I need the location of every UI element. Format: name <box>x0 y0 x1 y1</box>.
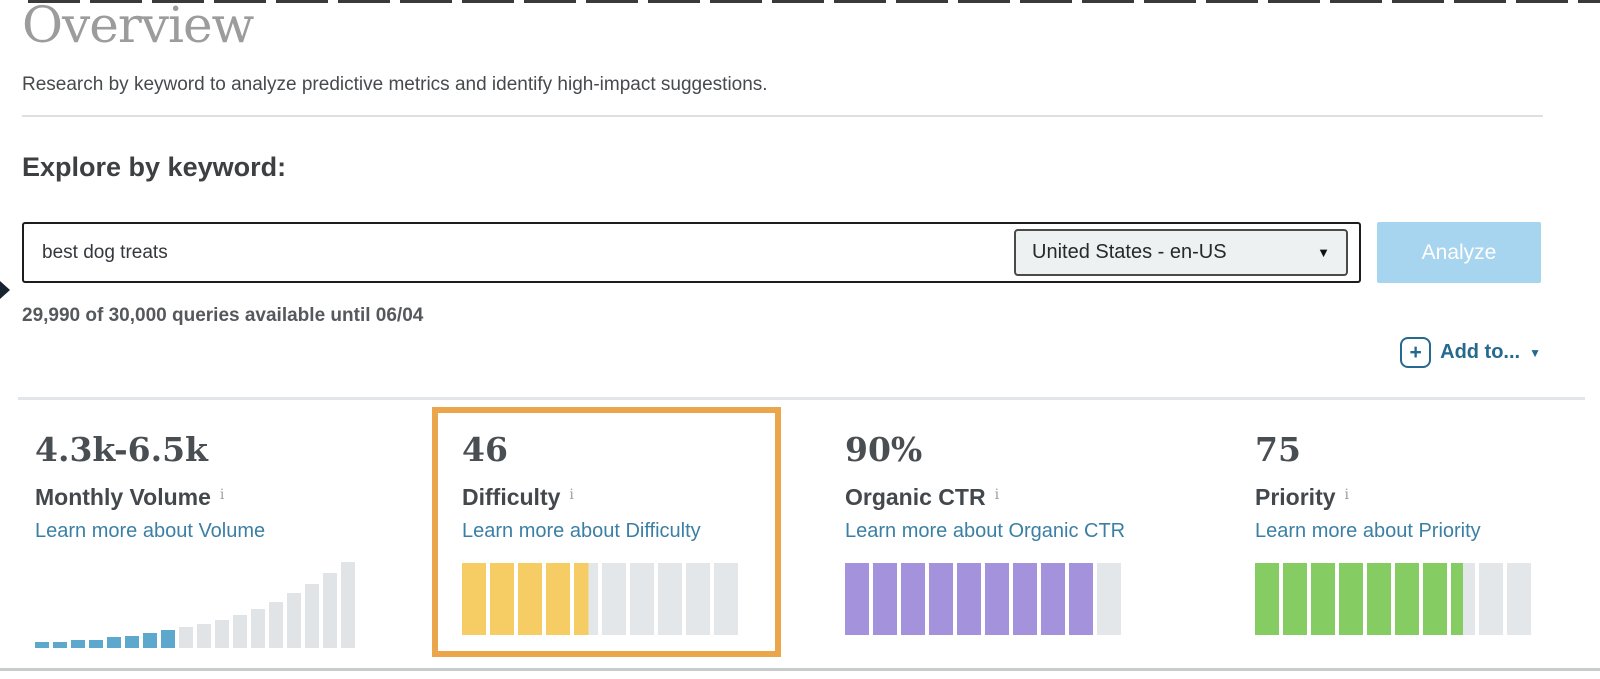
metric-card-organic-ctr: 90% Organic CTR i Learn more about Organi… <box>845 430 1190 655</box>
volume-chart-bar <box>215 620 229 648</box>
volume-chart-bar <box>269 602 283 648</box>
volume-chart-bar <box>89 640 103 648</box>
metric-label: Priority <box>1255 484 1336 510</box>
metric-label: Difficulty <box>462 484 561 510</box>
add-to-label: Add to... <box>1440 341 1521 363</box>
chevron-down-icon: ▼ <box>1529 345 1541 360</box>
meter-segment <box>901 563 925 635</box>
learn-more-link[interactable]: Learn more about Priority <box>1255 520 1481 542</box>
locale-dropdown[interactable]: United States - en-US ▼ <box>1014 229 1348 276</box>
add-to-button[interactable]: + Add to... ▼ <box>1400 337 1541 368</box>
volume-chart-bar <box>161 630 175 648</box>
volume-chart-bar <box>251 609 265 648</box>
cursor-arrow-icon <box>0 281 10 299</box>
volume-chart-bar <box>305 584 319 648</box>
keyword-input[interactable] <box>24 224 1004 281</box>
page-title: Overview <box>22 0 254 54</box>
metric-value: 90% <box>845 430 923 469</box>
metric-value: 46 <box>462 430 508 469</box>
volume-chart-bar <box>179 627 193 648</box>
volume-chart-bar <box>287 593 301 648</box>
meter-segment <box>1041 563 1065 635</box>
metric-card-priority: 75 Priority i Learn more about Priority <box>1255 430 1545 655</box>
volume-chart-bar <box>233 615 247 648</box>
volume-chart-bar <box>125 636 139 648</box>
volume-mini-chart <box>35 548 359 648</box>
meter-segment <box>490 563 514 635</box>
metric-label: Monthly Volume <box>35 484 211 510</box>
explore-by-keyword-heading: Explore by keyword: <box>22 152 287 182</box>
volume-chart-bar <box>53 642 67 648</box>
meter-segment <box>1283 563 1307 635</box>
divider <box>0 668 1600 671</box>
difficulty-highlight-box: 46 Difficulty i Learn more about Difficul… <box>432 407 781 657</box>
meter-segment <box>574 563 598 635</box>
meter-segment <box>518 563 542 635</box>
meter-segment <box>845 563 869 635</box>
volume-chart-bar <box>197 624 211 648</box>
metric-card-monthly-volume: 4.3k-6.5k Monthly Volume i Learn more abo… <box>35 430 365 655</box>
learn-more-link[interactable]: Learn more about Organic CTR <box>845 520 1126 542</box>
analyze-button[interactable]: Analyze <box>1377 222 1541 283</box>
volume-chart-bar <box>107 637 121 648</box>
difficulty-meter <box>462 563 738 635</box>
meter-segment <box>1451 563 1475 635</box>
meter-segment <box>602 563 626 635</box>
page-subtitle: Research by keyword to analyze predictiv… <box>22 74 768 95</box>
volume-chart-bar <box>143 633 157 648</box>
volume-chart-bar <box>71 640 85 648</box>
meter-segment <box>1507 563 1531 635</box>
meter-segment <box>1395 563 1419 635</box>
meter-segment <box>929 563 953 635</box>
volume-chart-bar <box>323 573 337 648</box>
meter-segment <box>985 563 1009 635</box>
learn-more-link[interactable]: Learn more about Volume <box>35 520 266 542</box>
meter-segment <box>1013 563 1037 635</box>
chevron-down-icon: ▼ <box>1317 245 1330 260</box>
divider <box>18 397 1585 400</box>
organic-ctr-meter <box>845 563 1121 635</box>
plus-icon: + <box>1400 337 1432 368</box>
meter-segment <box>1255 563 1279 635</box>
meter-segment <box>630 563 654 635</box>
keyword-search-box: United States - en-US ▼ <box>22 222 1361 283</box>
divider <box>22 115 1543 117</box>
meter-segment <box>1423 563 1447 635</box>
info-icon[interactable]: i <box>219 486 225 503</box>
info-icon[interactable]: i <box>994 486 1000 503</box>
meter-segment <box>686 563 710 635</box>
meter-segment <box>658 563 682 635</box>
meter-segment <box>1367 563 1391 635</box>
metric-card-difficulty: 46 Difficulty i Learn more about Difficul… <box>462 430 752 650</box>
volume-chart-bar <box>341 562 355 648</box>
query-quota-text: 29,990 of 30,000 queries available until… <box>22 305 424 326</box>
meter-segment <box>1311 563 1335 635</box>
metric-value: 75 <box>1255 430 1301 469</box>
meter-segment <box>462 563 486 635</box>
info-icon[interactable]: i <box>1344 486 1350 503</box>
metric-label: Organic CTR <box>845 484 986 510</box>
meter-segment <box>1339 563 1363 635</box>
meter-segment <box>957 563 981 635</box>
meter-segment <box>714 563 738 635</box>
info-icon[interactable]: i <box>569 486 574 503</box>
volume-chart-bar <box>35 642 49 648</box>
priority-meter <box>1255 563 1531 635</box>
meter-segment <box>873 563 897 635</box>
learn-more-link[interactable]: Learn more about Difficulty <box>462 520 701 542</box>
metric-value: 4.3k-6.5k <box>35 430 208 469</box>
meter-segment <box>1069 563 1093 635</box>
locale-dropdown-selected: United States - en-US <box>1032 241 1227 263</box>
meter-segment <box>1479 563 1503 635</box>
meter-segment <box>1097 563 1121 635</box>
cropped-top-edge-artifact <box>28 0 1600 3</box>
meter-segment <box>546 563 570 635</box>
